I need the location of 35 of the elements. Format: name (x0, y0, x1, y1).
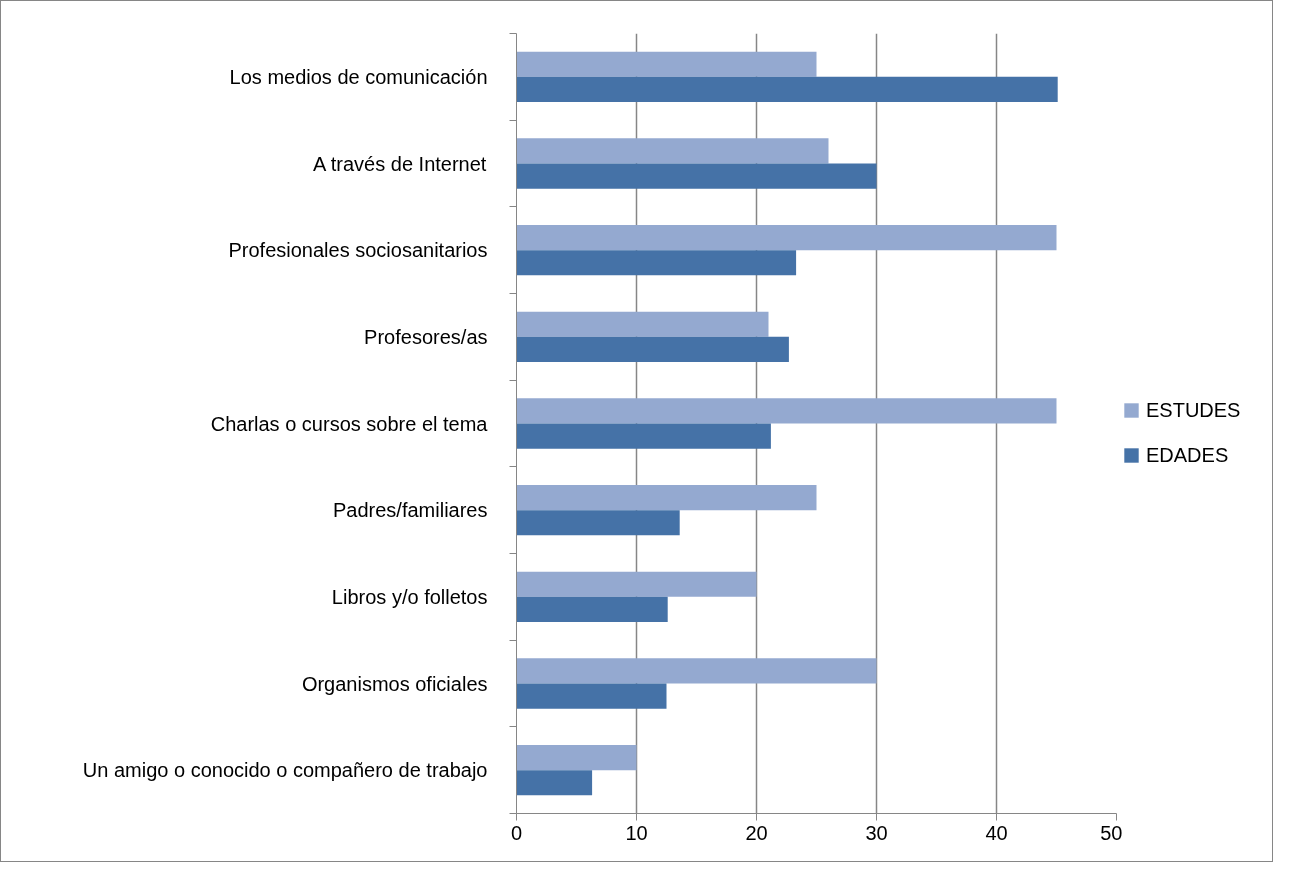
bar (516, 76, 1058, 102)
y-tick-label: Profesores/as (364, 325, 488, 348)
bar (516, 311, 769, 337)
x-tick-label: 50 (1100, 821, 1123, 844)
bar (516, 596, 668, 622)
bar (516, 225, 1057, 251)
y-tick-label: Profesionales sociosanitarios (228, 239, 488, 262)
bar (516, 658, 877, 684)
bar (516, 336, 789, 362)
x-tick-label: 30 (865, 821, 888, 844)
x-tick-label: 40 (985, 821, 1008, 844)
y-tick-label: Libros y/o folletos (331, 585, 488, 608)
bar (516, 163, 877, 189)
y-tick-label: Los medios de comunicación (229, 65, 488, 88)
x-tick-label: 0 (510, 821, 523, 844)
legend-label: EDADES (1146, 443, 1229, 467)
bar (516, 398, 1057, 424)
bar (516, 571, 757, 597)
y-tick-label: A través de Internet (312, 152, 487, 175)
y-tick-label: Organismos oficiales (301, 672, 488, 695)
bar (516, 485, 817, 511)
y-tick-label: Padres/familiares (333, 499, 488, 522)
bar (516, 510, 680, 536)
bar (516, 138, 829, 164)
bar (516, 51, 817, 77)
bar (516, 423, 771, 449)
bar (516, 250, 797, 276)
y-tick-label: Charlas o cursos sobre el tema (210, 412, 489, 435)
x-tick-label: 20 (745, 821, 768, 844)
bar (516, 770, 593, 796)
x-tick-label: 10 (625, 821, 648, 844)
bar (516, 745, 637, 771)
bar (516, 683, 667, 709)
legend-label: ESTUDES (1146, 398, 1241, 422)
y-tick-label: Un amigo o conocido o compañero de trabajo (82, 759, 488, 782)
